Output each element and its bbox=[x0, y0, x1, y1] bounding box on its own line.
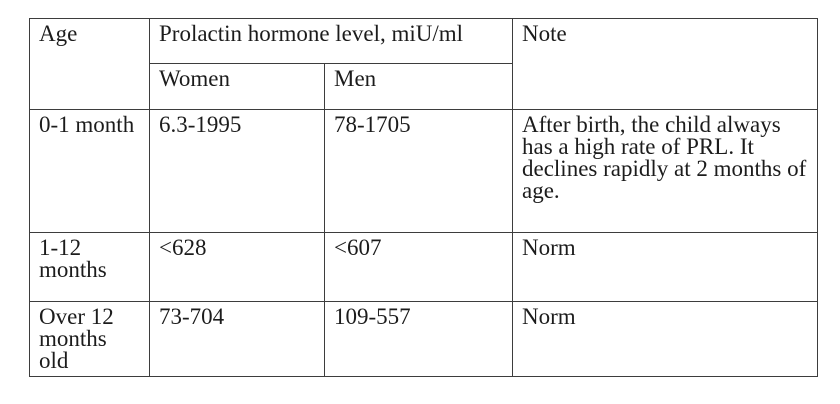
cell-women-value: 6.3-1995 bbox=[149, 109, 325, 233]
cell-note: Norm bbox=[512, 301, 818, 377]
cell-men-value: <607 bbox=[324, 232, 513, 302]
header-cell-prolactin-group: Prolactin hormone level, miU/ml bbox=[149, 18, 513, 64]
cell-women-value: <628 bbox=[149, 232, 325, 302]
cell-age: Over 12 months old bbox=[29, 301, 150, 377]
cell-men-value: 78-1705 bbox=[324, 109, 513, 233]
header-cell-age: Age bbox=[29, 18, 150, 110]
cell-men-value: 109-557 bbox=[324, 301, 513, 377]
prolactin-levels-table: Age Prolactin hormone level, miU/ml Note… bbox=[29, 18, 818, 377]
cell-note: Norm bbox=[512, 232, 818, 302]
cell-age: 1-12 months bbox=[29, 232, 150, 302]
header-cell-women: Women bbox=[149, 63, 325, 110]
table-row-0-1-month: 0-1 month 6.3-1995 78-1705 After birth, … bbox=[29, 109, 818, 233]
cell-note: After birth, the child always has a high… bbox=[512, 109, 818, 233]
header-cell-note: Note bbox=[512, 18, 818, 110]
table-row-1-12-months: 1-12 months <628 <607 Norm bbox=[29, 232, 818, 302]
table-row-over-12-months: Over 12 months old 73-704 109-557 Norm bbox=[29, 301, 818, 377]
cell-age: 0-1 month bbox=[29, 109, 150, 233]
header-cell-men: Men bbox=[324, 63, 513, 110]
cell-women-value: 73-704 bbox=[149, 301, 325, 377]
header-row-1: Age Prolactin hormone level, miU/ml Note bbox=[29, 18, 818, 110]
header-row-2: Women Men bbox=[30, 63, 818, 110]
